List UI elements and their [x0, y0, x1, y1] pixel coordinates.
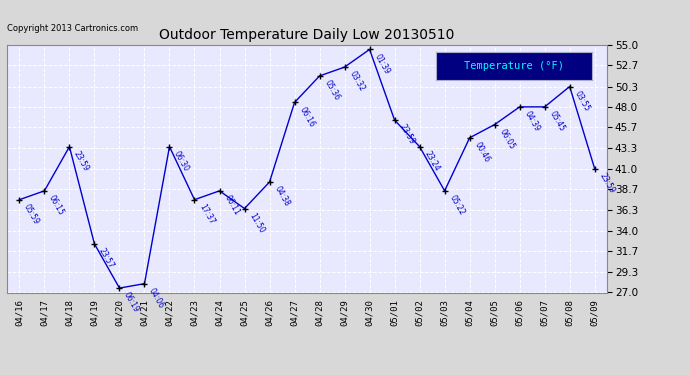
Text: 06:16: 06:16	[297, 105, 316, 129]
Text: 23:57: 23:57	[97, 247, 116, 270]
Text: 05:45: 05:45	[547, 110, 566, 133]
Text: 23:59: 23:59	[397, 123, 416, 146]
Title: Outdoor Temperature Daily Low 20130510: Outdoor Temperature Daily Low 20130510	[159, 28, 455, 42]
Text: 04:06: 04:06	[147, 286, 166, 310]
Text: 03:32: 03:32	[347, 70, 366, 93]
Text: 05:59: 05:59	[22, 202, 41, 226]
Text: 06:11: 06:11	[222, 194, 241, 217]
Text: 11:50: 11:50	[247, 211, 266, 235]
Text: 05:36: 05:36	[322, 79, 341, 102]
Text: 23:24: 23:24	[422, 149, 441, 173]
Text: 06:19: 06:19	[122, 291, 141, 314]
Text: 03:55: 03:55	[573, 89, 591, 113]
Text: 17:37: 17:37	[197, 202, 216, 226]
Text: 01:39: 01:39	[373, 52, 391, 76]
Text: 04:39: 04:39	[522, 110, 541, 133]
Text: 05:22: 05:22	[447, 194, 466, 217]
Text: Copyright 2013 Cartronics.com: Copyright 2013 Cartronics.com	[7, 24, 138, 33]
Text: 04:38: 04:38	[273, 185, 291, 208]
Text: 23:59: 23:59	[598, 171, 616, 195]
Text: 06:30: 06:30	[172, 149, 191, 173]
Text: 00:46: 00:46	[473, 141, 491, 164]
Text: 06:05: 06:05	[497, 128, 516, 151]
Text: 23:59: 23:59	[72, 149, 91, 173]
Text: 06:15: 06:15	[47, 194, 66, 217]
